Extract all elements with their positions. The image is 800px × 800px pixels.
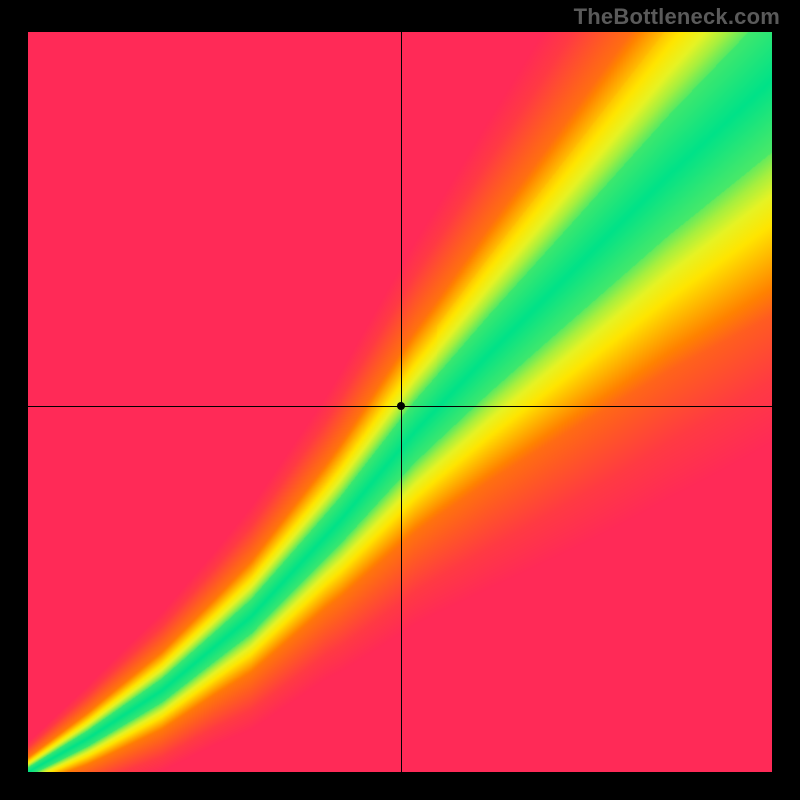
- watermark-text: TheBottleneck.com: [574, 4, 780, 30]
- heatmap-plot: [28, 32, 772, 772]
- crosshair-dot: [397, 402, 405, 410]
